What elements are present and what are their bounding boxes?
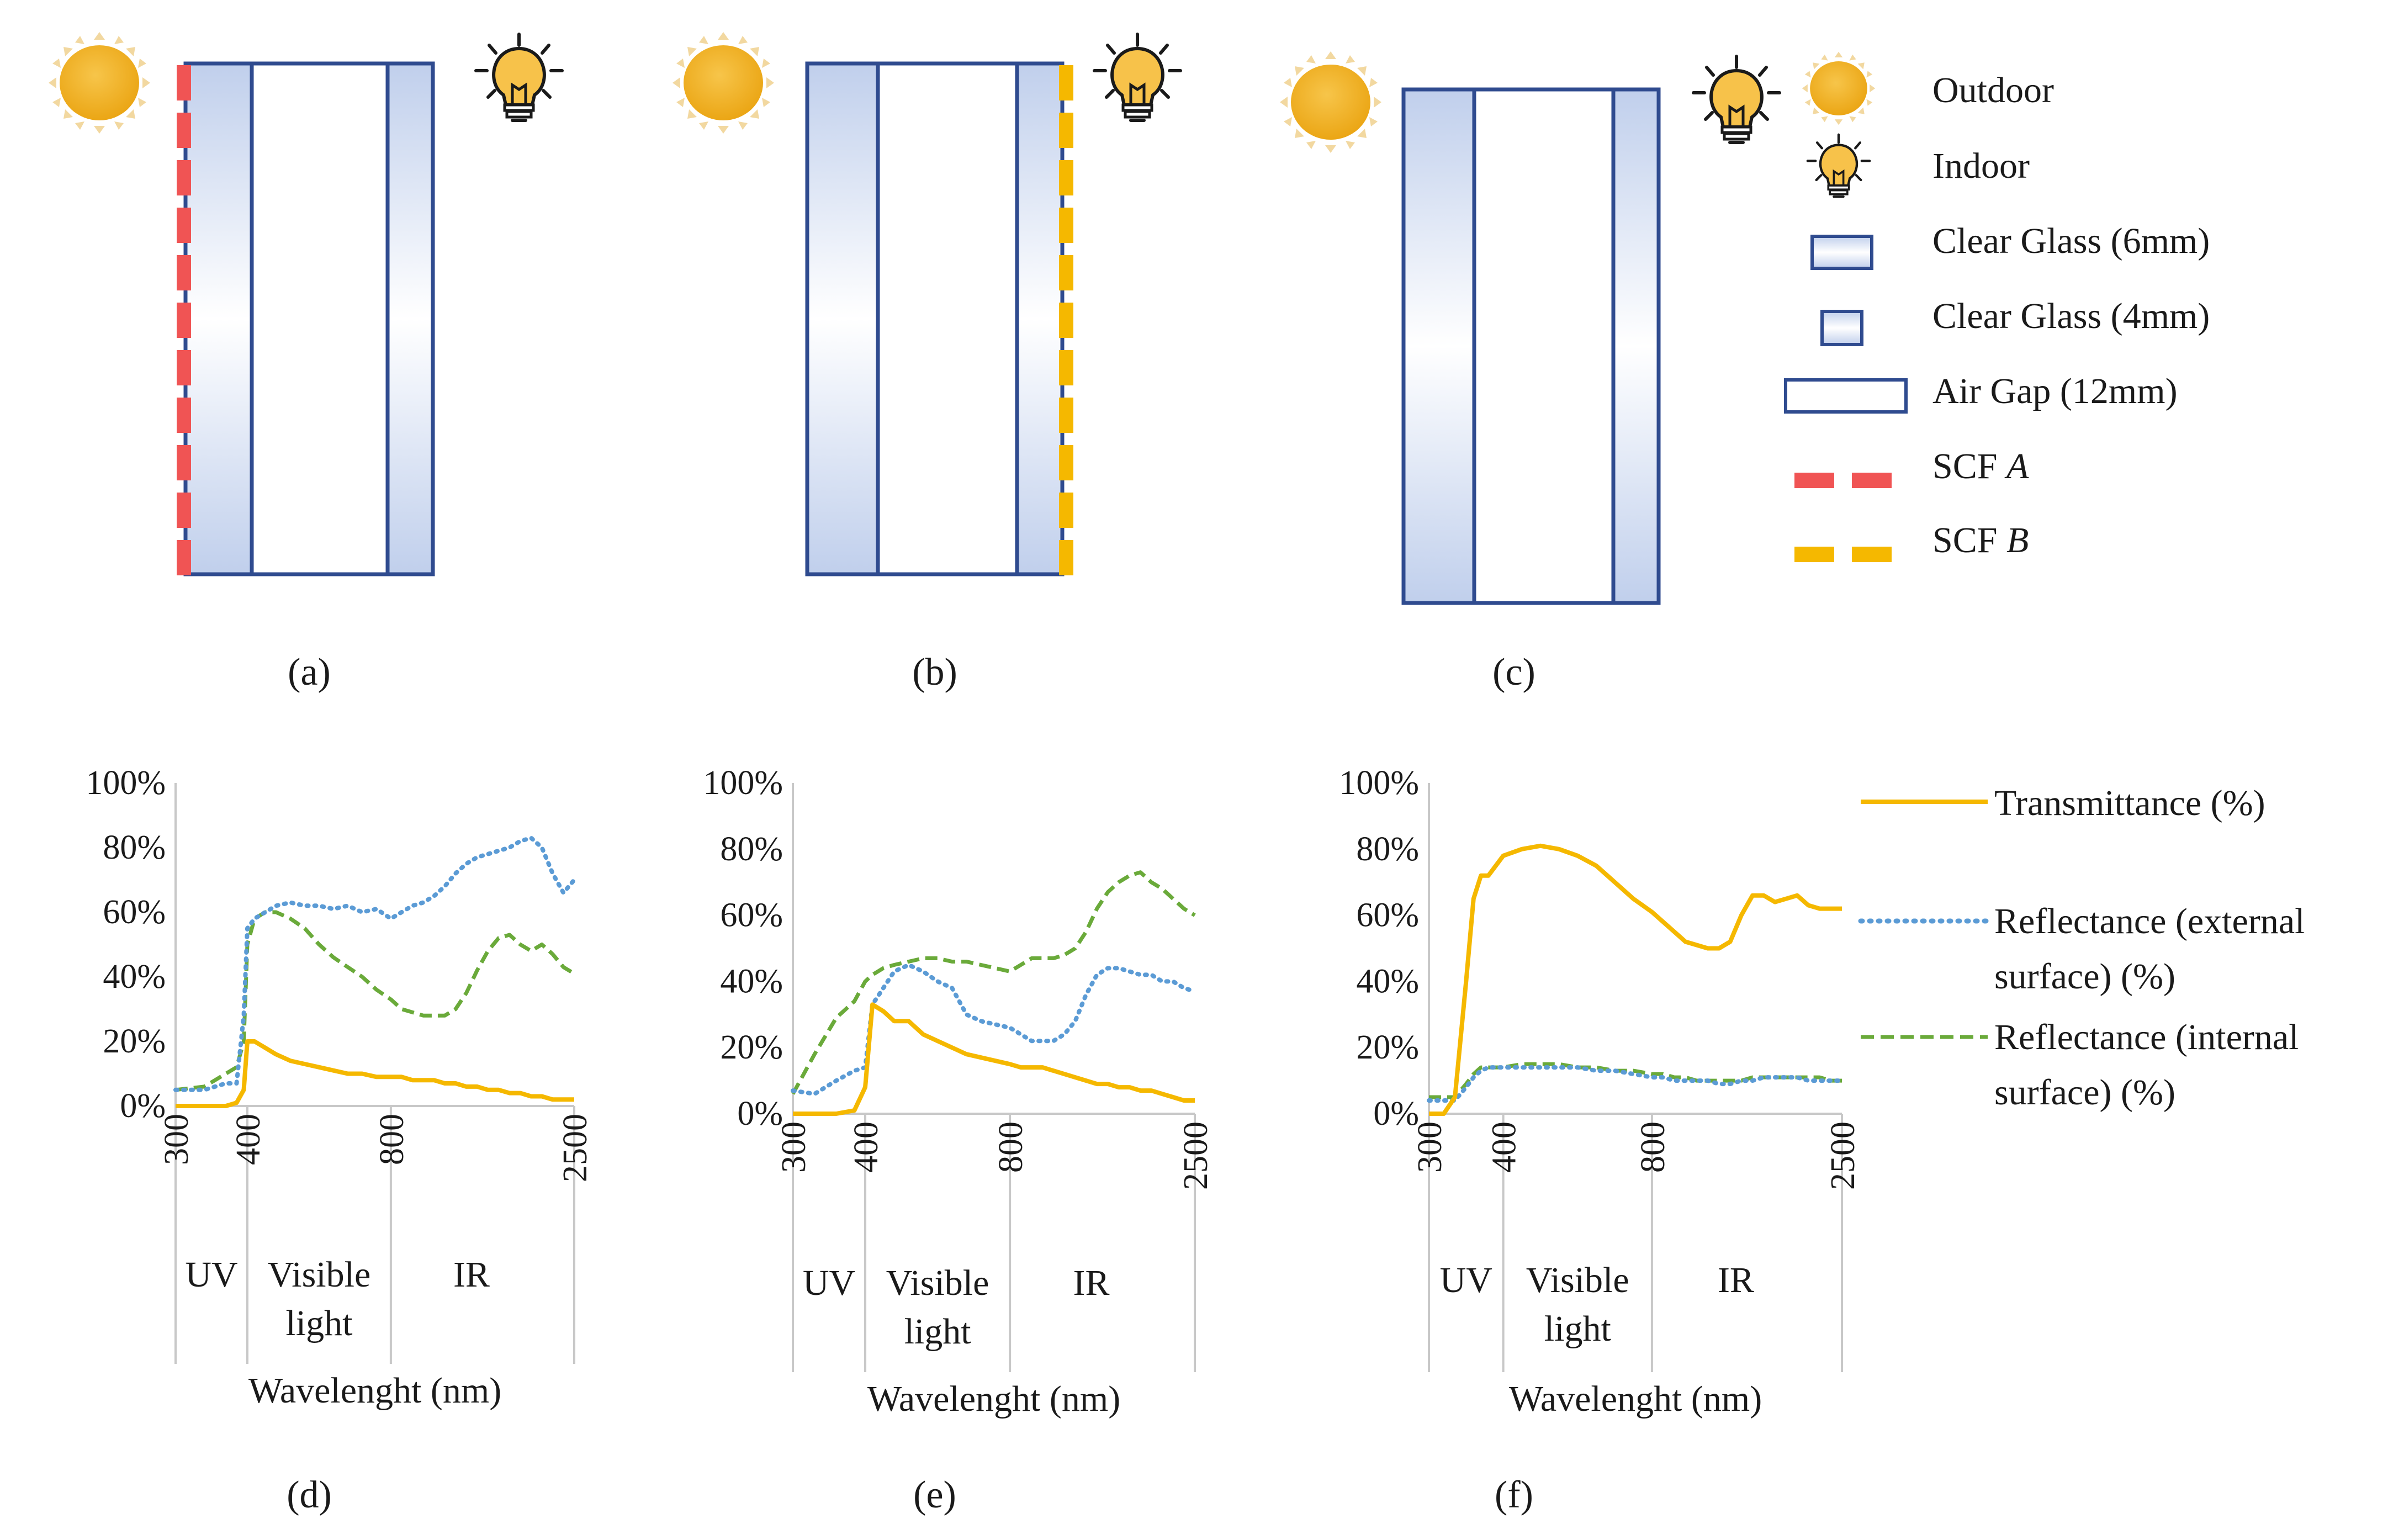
reflectance-internal-line — [791, 870, 1196, 1095]
x-tick-label: 2500 — [1824, 1121, 1862, 1190]
y-tick-label: 60% — [720, 897, 783, 934]
x-axis-title: Wavelenght (nm) — [1509, 1379, 1762, 1419]
legend-indoor: Indoor — [1932, 146, 2030, 186]
air-gap — [1472, 87, 1616, 605]
region-label-visible: Visible light — [886, 1263, 989, 1352]
legend-airgap: Air Gap (12mm) — [1932, 371, 2178, 411]
lightbulb-icon — [1693, 56, 1780, 142]
legend-scf-b: SCF B — [1932, 520, 2029, 560]
x-tick-label: 800 — [992, 1121, 1030, 1173]
y-tick-label: 20% — [720, 1029, 783, 1066]
x-tick-label: 2500 — [1177, 1121, 1215, 1190]
legend-glass6: Clear Glass (6mm) — [1932, 221, 2210, 261]
reflectance-external-line — [1427, 1065, 1844, 1103]
charts: 0% 20% 40% 60% 80% 100% 300 400 800 2500 UV Visible… — [86, 764, 1862, 1419]
y-tick-label: 80% — [720, 830, 783, 868]
legend-glass4: Clear Glass (4mm) — [1932, 296, 2210, 336]
chart-f: 0% 20% 40% 60% 80% 100% 300 400 800 2500 UV Visible… — [1339, 764, 1862, 1419]
reflectance-internal-line — [175, 910, 575, 1092]
y-tick-label: 60% — [1356, 897, 1419, 934]
y-tick-label: 0% — [120, 1087, 166, 1125]
diagram-b: (b) — [673, 32, 1180, 694]
y-tick-label: 100% — [703, 764, 783, 802]
lightbulb-icon — [476, 34, 562, 120]
region-label-ir: IR — [1073, 1263, 1110, 1303]
y-tick-label: 20% — [103, 1023, 166, 1060]
chart-legend: Transmittance (%) Reflectance (external … — [1858, 783, 2305, 1113]
x-tick-label: 400 — [230, 1114, 267, 1165]
caption-b: (b) — [912, 651, 957, 694]
diagram-c: (c) — [1280, 51, 1780, 694]
y-tick-label: 40% — [103, 958, 166, 996]
air-gap — [250, 61, 390, 576]
legend-outdoor: Outdoor — [1932, 70, 2054, 110]
x-tick-label: 800 — [373, 1114, 411, 1165]
transmittance-line — [793, 1002, 1195, 1116]
legend-ref-ext-line1: Reflectance (external — [1994, 901, 2305, 941]
y-tick-label: 80% — [1356, 830, 1419, 868]
region-label-uv: UV — [1440, 1260, 1492, 1300]
transmittance-line — [1429, 843, 1842, 1116]
y-tick-label: 0% — [737, 1095, 783, 1132]
reflectance-external-line — [173, 835, 576, 1092]
legend-scf-a: SCF A — [1932, 446, 2029, 486]
region-label-uv: UV — [803, 1263, 855, 1303]
sun-icon — [1280, 51, 1381, 153]
region-label-visible: Visible light — [1526, 1260, 1629, 1349]
region-label-ir: IR — [1718, 1260, 1754, 1300]
reflectance-external-line — [791, 962, 1197, 1097]
chart-e: 0% 20% 40% 60% 80% 100% 300 400 800 2500 UV Visible… — [703, 764, 1215, 1419]
legend-ref-int-line1: Reflectance (internal — [1994, 1017, 2299, 1057]
clear-glass-4mm — [1015, 61, 1065, 576]
y-tick-label: 20% — [1356, 1029, 1419, 1066]
sun-icon — [1802, 51, 1876, 125]
x-tick-label: 400 — [848, 1121, 885, 1173]
y-tick-label: 60% — [103, 893, 166, 931]
x-tick-label: 300 — [775, 1121, 813, 1173]
sun-icon — [673, 32, 774, 134]
caption-a: (a) — [288, 651, 331, 694]
region-label-uv: UV — [185, 1255, 237, 1295]
x-axis-title: Wavelenght (nm) — [867, 1379, 1120, 1419]
y-tick-label: 100% — [86, 764, 166, 802]
caption-f: (f) — [1495, 1474, 1533, 1516]
y-tick-label: 0% — [1373, 1095, 1419, 1132]
x-tick-label: 800 — [1634, 1121, 1672, 1173]
x-tick-label: 300 — [1411, 1121, 1449, 1173]
legend-glass4-swatch — [1820, 310, 1863, 346]
caption-c: (c) — [1492, 651, 1535, 694]
top-legend: Outdoor Indoor Clear Glass (6mm) Clear G… — [1784, 51, 2210, 562]
air-gap — [876, 61, 1019, 576]
y-tick-label: 80% — [103, 829, 166, 866]
legend-airgap-swatch — [1784, 378, 1908, 414]
clear-glass-6mm — [1401, 87, 1476, 605]
x-tick-label: 400 — [1486, 1121, 1523, 1173]
lightbulb-icon — [1808, 135, 1870, 197]
clear-glass-4mm — [385, 61, 435, 576]
legend-transmittance: Transmittance (%) — [1994, 783, 2265, 823]
x-tick-label: 2500 — [557, 1114, 594, 1182]
region-label-ir: IR — [453, 1255, 490, 1295]
y-tick-label: 40% — [1356, 962, 1419, 1000]
clear-glass-4mm — [1611, 87, 1661, 605]
caption-e: (e) — [913, 1474, 956, 1516]
chart-d: 0% 20% 40% 60% 80% 100% 300 400 800 2500 UV Visible… — [86, 764, 594, 1411]
legend-ref-ext-line2: surface) (%) — [1994, 956, 2175, 997]
clear-glass-6mm — [183, 61, 254, 576]
x-axis-title: Wavelenght (nm) — [248, 1370, 501, 1411]
region-label-visible: Visible light — [268, 1255, 371, 1343]
legend-ref-int-line2: surface) (%) — [1994, 1072, 2175, 1113]
clear-glass-6mm — [805, 61, 880, 576]
diagram-a: (a) — [49, 32, 562, 694]
y-tick-label: 100% — [1339, 764, 1419, 802]
y-tick-label: 40% — [720, 962, 783, 1000]
x-tick-label: 300 — [158, 1114, 195, 1165]
sun-icon — [49, 32, 150, 134]
transmittance-line — [176, 1039, 574, 1108]
lightbulb-icon — [1094, 34, 1180, 120]
caption-d: (d) — [287, 1474, 332, 1516]
legend-glass6-swatch — [1810, 235, 1873, 270]
